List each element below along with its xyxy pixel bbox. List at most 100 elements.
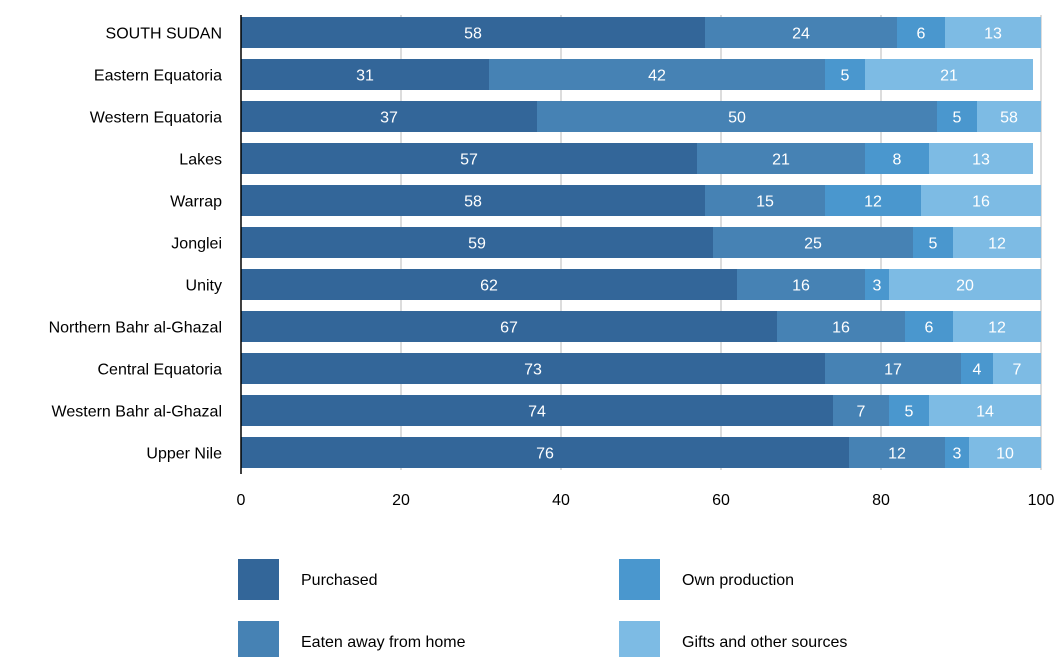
data-label: 58 [1000,110,1018,127]
data-label: 21 [772,152,790,169]
bar-segment [833,395,889,426]
data-label: 7 [1013,362,1022,379]
bar-segment [961,353,993,384]
data-label: 58 [464,194,482,211]
bar-segment [241,269,737,300]
data-label: 5 [953,110,962,127]
bar-segment [241,185,705,216]
data-label: 12 [988,320,1006,337]
bar-segment [889,269,1041,300]
bar-segment [241,437,849,468]
bar-segment [905,311,953,342]
bar-segment [889,395,929,426]
category-label: SOUTH SUDAN [106,26,222,43]
legend-label: Purchased [301,572,378,589]
bar-segment [977,101,1041,132]
bar-segment [849,437,945,468]
data-label: 13 [972,152,990,169]
legend-swatch [238,559,279,600]
data-label: 4 [973,362,982,379]
bar-segment [913,227,953,258]
bar-segment [897,17,945,48]
data-label: 24 [792,26,810,43]
bar-segment [865,143,929,174]
data-label: 31 [356,68,374,85]
data-label: 57 [460,152,478,169]
bar-segment [969,437,1041,468]
bar-segment [241,17,705,48]
bar-segment [825,59,865,90]
data-label: 12 [888,446,906,463]
data-label: 20 [956,278,974,295]
category-label: Warrap [170,194,222,211]
x-tick-label: 60 [712,492,730,509]
bar-segment [993,353,1041,384]
bar-segment [929,143,1033,174]
data-label: 25 [804,236,822,253]
data-label: 37 [380,110,398,127]
bar-segment [705,17,897,48]
category-label: Northern Bahr al-Ghazal [49,320,222,337]
bar-segment [737,269,865,300]
data-label: 59 [468,236,486,253]
data-label: 14 [976,404,994,421]
bar-segment [537,101,937,132]
data-label: 67 [500,320,518,337]
data-label: 12 [988,236,1006,253]
bar-segment [241,353,825,384]
category-label: Lakes [179,152,222,169]
bar-segment [241,59,489,90]
data-label: 16 [972,194,990,211]
data-label: 17 [884,362,902,379]
data-label: 13 [984,26,1002,43]
data-label: 16 [832,320,850,337]
bar-segment [953,311,1041,342]
bar-segment [865,59,1033,90]
data-label: 8 [893,152,902,169]
data-label: 76 [536,446,554,463]
data-label: 62 [480,278,498,295]
data-label: 73 [524,362,542,379]
bar-segment [241,101,537,132]
category-label: Central Equatoria [97,362,222,379]
legend-swatch [238,621,279,657]
data-label: 58 [464,26,482,43]
bar-segment [945,17,1041,48]
data-label: 3 [873,278,882,295]
bar-segment [705,185,825,216]
category-label: Western Equatoria [90,110,222,127]
bar-segment [929,395,1041,426]
legend-label: Own production [682,572,794,589]
x-tick-label: 0 [237,492,246,509]
bar-segment [489,59,825,90]
data-label: 21 [940,68,958,85]
bar-segment [241,311,777,342]
bar-segment [865,269,889,300]
data-label: 3 [953,446,962,463]
data-label: 15 [756,194,774,211]
data-label: 74 [528,404,546,421]
category-label: Jonglei [171,236,222,253]
bar-segment [241,395,833,426]
bar-segment [825,185,921,216]
data-label: 12 [864,194,882,211]
data-label: 5 [841,68,850,85]
category-label: Unity [186,278,222,295]
category-label: Eastern Equatoria [94,68,222,85]
legend-label: Eaten away from home [301,634,466,651]
category-label: Upper Nile [146,446,222,463]
data-label: 6 [917,26,926,43]
bar-segment [945,437,969,468]
bar-segment [777,311,905,342]
x-tick-label: 100 [1028,492,1055,509]
bar-segment [825,353,961,384]
x-tick-label: 40 [552,492,570,509]
category-label: Western Bahr al-Ghazal [52,404,222,421]
bar-segment [937,101,977,132]
data-label: 50 [728,110,746,127]
x-tick-label: 80 [872,492,890,509]
bar-segment [953,227,1041,258]
bar-segment [697,143,865,174]
data-label: 5 [905,404,914,421]
